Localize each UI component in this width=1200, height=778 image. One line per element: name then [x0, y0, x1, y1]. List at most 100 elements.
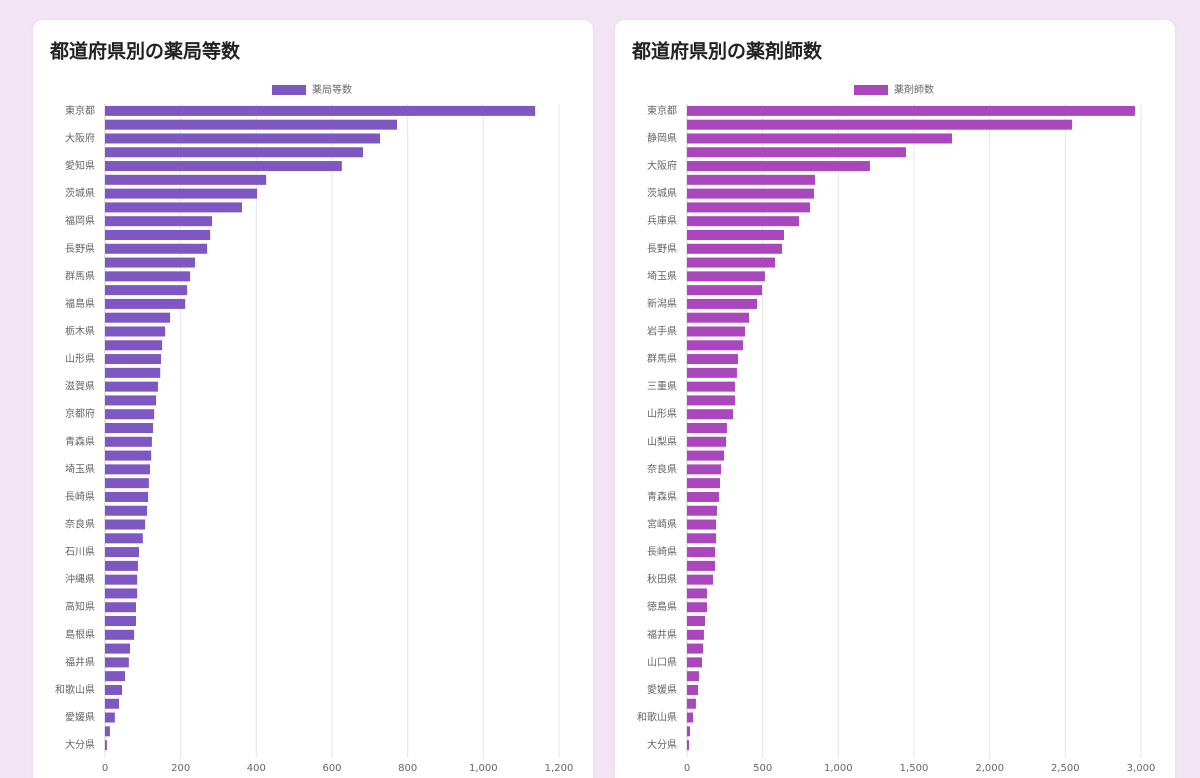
y-tick-label: 大阪府	[65, 131, 95, 144]
y-tick-label: 長野県	[647, 243, 677, 255]
bar	[105, 423, 154, 433]
bar	[105, 161, 342, 172]
bar	[105, 629, 135, 640]
y-tick-label: 京都府	[65, 407, 95, 420]
bar	[105, 381, 158, 392]
y-tick-label: 石川県	[65, 546, 95, 558]
card: 都道府県別の薬局等数 薬局等数 0 200 400 600 800 1,000 1,200 東京都…	[33, 20, 593, 778]
bar	[105, 602, 137, 613]
y-tick-label: 岩手県	[647, 324, 677, 337]
y-tick-label: 青森県	[647, 490, 677, 503]
x-tick-label: 800	[398, 763, 417, 774]
bar	[105, 257, 196, 268]
bar	[687, 588, 707, 599]
bar	[105, 616, 137, 627]
bar	[687, 629, 704, 640]
bar	[687, 712, 694, 723]
bar	[105, 519, 146, 530]
bar	[687, 491, 719, 502]
y-tick-label: 奈良県	[647, 462, 677, 475]
y-tick-label: 福島県	[65, 297, 95, 310]
y-tick-label: 奈良県	[65, 518, 95, 531]
y-tick-label: 青森県	[65, 435, 95, 448]
bar	[687, 340, 743, 351]
bar	[687, 147, 906, 158]
bar	[687, 216, 799, 227]
bar	[687, 326, 745, 337]
bar	[105, 698, 119, 709]
y-tick-label: 愛媛県	[647, 683, 677, 696]
bar	[687, 547, 715, 558]
bar	[687, 533, 717, 544]
bar	[105, 229, 211, 240]
y-tick-label: 山口県	[647, 656, 677, 668]
x-tick-label: 0	[684, 763, 690, 774]
bar	[105, 312, 171, 323]
x-tick-label: 1,000	[469, 763, 498, 774]
y-tick-label: 島根県	[65, 628, 95, 641]
bar	[105, 409, 155, 420]
legend-swatch	[272, 85, 306, 95]
bar	[687, 436, 727, 447]
bar	[687, 257, 776, 268]
y-tick-label: 滋賀県	[65, 380, 95, 393]
y-tick-label: 福井県	[65, 655, 95, 668]
bar	[105, 105, 536, 116]
bar	[105, 285, 188, 296]
y-tick-label: 宮崎県	[647, 518, 677, 531]
bar	[105, 395, 157, 406]
bar	[105, 505, 147, 516]
y-tick-label: 埼玉県	[65, 462, 95, 475]
y-tick-label: 東京都	[647, 104, 677, 117]
bar	[687, 671, 699, 682]
y-tick-label: 大分県	[647, 738, 677, 751]
bar	[105, 119, 398, 130]
legend-label: 薬局等数	[312, 83, 352, 96]
bar	[105, 216, 213, 227]
bar	[105, 147, 364, 158]
x-tick-label: 1,500	[900, 763, 929, 774]
x-tick-label: 200	[171, 763, 190, 774]
bar	[687, 464, 722, 475]
bar	[105, 354, 161, 365]
bar	[687, 133, 952, 144]
bar	[105, 188, 258, 199]
bar	[687, 395, 735, 406]
bar	[105, 436, 152, 447]
y-tick-label: 大阪府	[647, 159, 677, 172]
bar	[105, 491, 149, 502]
bar	[687, 574, 714, 585]
bar	[105, 464, 151, 475]
y-tick-label: 和歌山県	[637, 711, 677, 724]
bar	[105, 367, 161, 378]
bar	[105, 712, 115, 723]
legend-swatch	[854, 85, 888, 95]
bar	[687, 698, 696, 709]
y-tick-label: 静岡県	[647, 131, 677, 144]
bar	[687, 602, 707, 613]
bar	[687, 285, 763, 296]
bar	[687, 105, 1135, 116]
bar	[105, 588, 138, 599]
y-tick-label: 三重県	[647, 380, 677, 393]
chart-title: 都道府県別の薬剤師数	[631, 40, 823, 63]
y-tick-label: 東京都	[65, 104, 95, 117]
y-tick-label: 兵庫県	[647, 214, 677, 227]
y-tick-label: 長崎県	[647, 545, 677, 558]
y-tick-label: 栃木県	[65, 324, 95, 337]
y-tick-label: 福岡県	[65, 214, 95, 227]
bar	[687, 381, 735, 392]
y-tick-label: 山形県	[65, 353, 95, 365]
y-tick-label: 沖縄県	[65, 573, 95, 586]
bar	[687, 726, 691, 737]
x-tick-label: 3,000	[1127, 763, 1156, 774]
bar	[687, 657, 702, 668]
bar	[687, 202, 811, 213]
x-tick-label: 1,000	[824, 763, 853, 774]
bar	[105, 450, 152, 461]
bar	[687, 740, 689, 751]
y-tick-label: 埼玉県	[647, 269, 677, 282]
bar	[687, 312, 750, 323]
bar	[105, 133, 381, 144]
